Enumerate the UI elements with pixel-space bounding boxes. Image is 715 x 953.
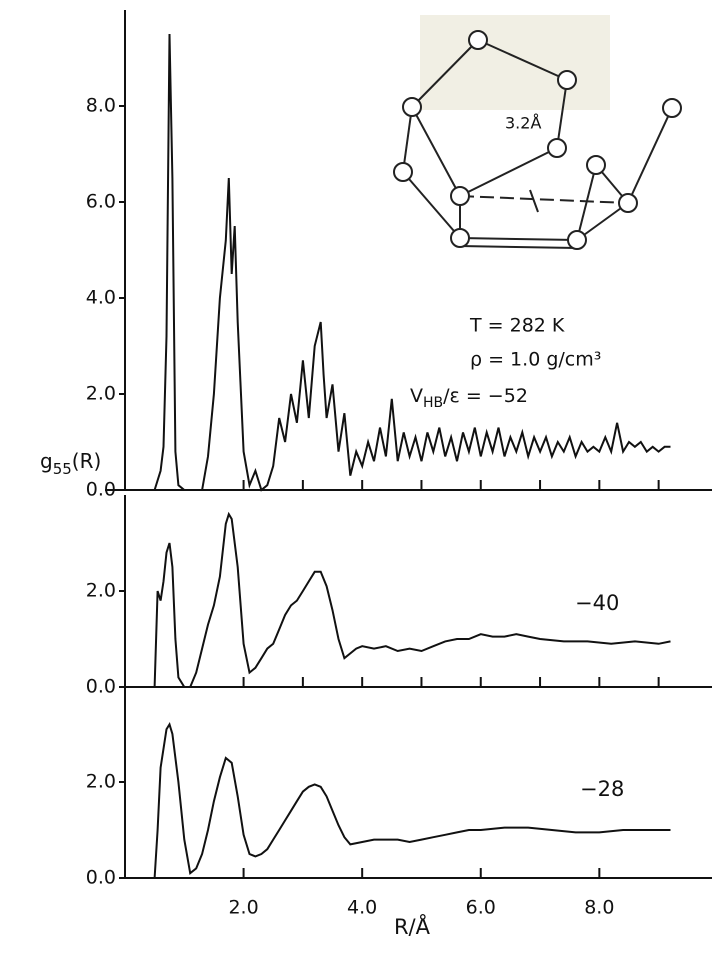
y-label-main: g (40, 449, 53, 473)
molecule-inset (393, 30, 682, 250)
curve (153, 722, 671, 879)
curve-label: −40 (575, 591, 619, 615)
y-tick-label: 0.0 (86, 867, 116, 889)
y-tick-label: 0.0 (86, 676, 116, 698)
y-tick-label: 4.0 (86, 287, 116, 309)
curve (153, 511, 671, 688)
y-label-tail: (R) (72, 449, 102, 473)
curve (153, 33, 671, 492)
inset-distance-label: 3.2Å (505, 114, 541, 133)
curve-label-main: V (410, 385, 423, 407)
curve-label: VHB/ε = −52 (410, 385, 528, 412)
curve-label: −28 (580, 777, 624, 801)
curve-label-tail: /ε = −52 (443, 385, 528, 407)
x-tick-label: 2.0 (228, 897, 258, 919)
inset-shade (420, 15, 610, 110)
y-tick-label: 0.0 (86, 479, 116, 501)
y-tick-label: 2.0 (86, 580, 116, 602)
y-tick-label: 2.0 (86, 771, 116, 793)
x-tick-label: 8.0 (584, 897, 614, 919)
x-label: R/Å (394, 913, 431, 939)
annotation: ρ = 1.0 g/cm³ (470, 349, 601, 371)
x-tick-label: 4.0 (347, 897, 377, 919)
y-tick-label: 6.0 (86, 191, 116, 213)
y-tick-label: 8.0 (86, 95, 116, 117)
annotation: T = 282 K (469, 315, 565, 337)
y-label-sub: 55 (53, 460, 72, 478)
x-tick-label: 6.0 (466, 897, 496, 919)
curve-label-sub: HB (423, 395, 443, 411)
y-label: g55(R) (40, 449, 101, 478)
y-tick-label: 2.0 (86, 383, 116, 405)
